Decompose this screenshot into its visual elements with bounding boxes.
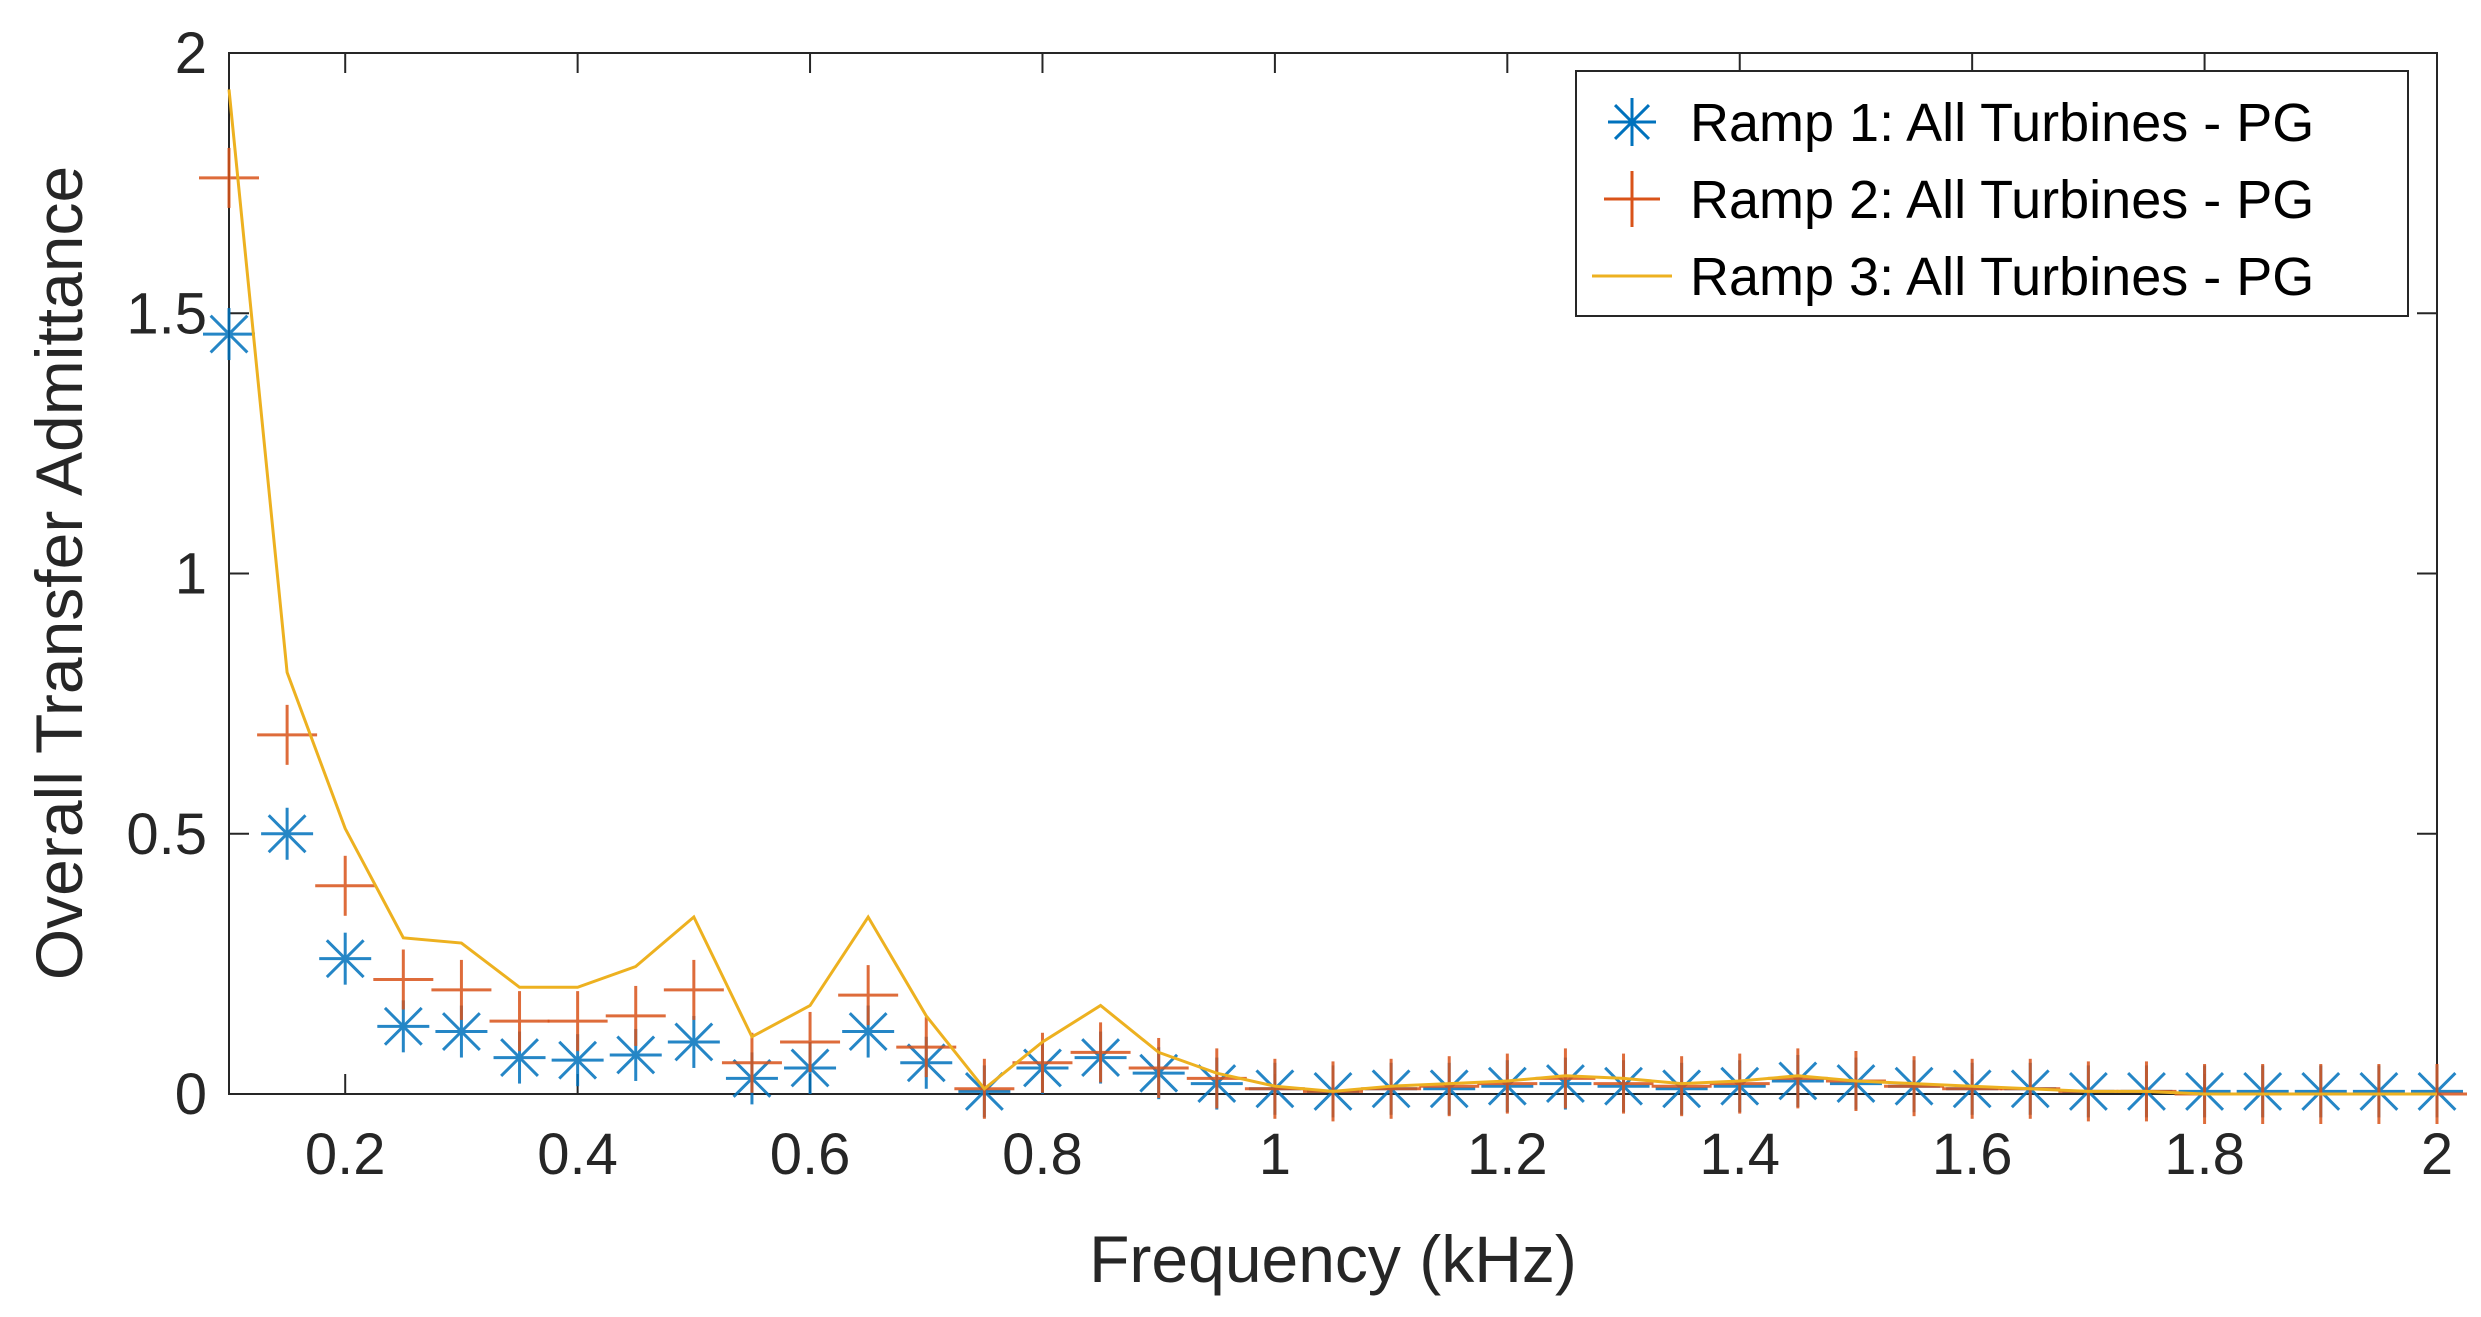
data-point (199, 147, 259, 208)
y-tick-label: 1.5 (126, 281, 207, 346)
legend-entry-3: Ramp 3: All Turbines - PG (1592, 247, 2314, 307)
data-point (493, 1031, 546, 1084)
y-tick-label: 2 (175, 21, 207, 86)
data-point (1477, 1053, 1538, 1114)
data-point (1709, 1053, 1770, 1114)
data-point (319, 932, 372, 985)
data-point (261, 807, 314, 860)
legend-label: Ramp 2: All Turbines - PG (1690, 170, 2314, 230)
data-point (605, 985, 666, 1046)
data-point (838, 965, 899, 1026)
x-tick-label: 1.2 (1467, 1122, 1548, 1187)
x-tick-label: 2 (2421, 1122, 2453, 1187)
x-tick-label: 1.8 (2164, 1122, 2245, 1187)
y-tick-label: 0.5 (126, 802, 207, 867)
data-point (547, 991, 608, 1052)
series-3 (227, 89, 2437, 1096)
data-point (1128, 1037, 1189, 1098)
data-point (373, 949, 434, 1010)
x-tick-label: 0.8 (1002, 1122, 1083, 1187)
data-point (1942, 1058, 2003, 1119)
legend-label: Ramp 3: All Turbines - PG (1690, 247, 2314, 307)
data-point (1884, 1056, 1945, 1117)
data-point (667, 1015, 720, 1068)
data-point (1419, 1056, 1480, 1117)
x-tick-label: 1.6 (1932, 1122, 2013, 1187)
legend-label: Ramp 1: All Turbines - PG (1690, 93, 2314, 153)
data-point (489, 991, 550, 1052)
data-point (1593, 1053, 1654, 1114)
series-2 (199, 147, 2467, 1124)
x-tick-label: 1.4 (1699, 1122, 1780, 1187)
data-point (377, 1000, 430, 1053)
legend-box (1575, 70, 2409, 317)
legend: Ramp 1: All Turbines - PG Ramp 2: All Tur… (1575, 70, 2409, 317)
y-axis: 0 0.5 1 1.5 2 (126, 21, 2437, 1127)
data-point (257, 704, 318, 765)
data-point (1651, 1056, 1712, 1117)
y-tick-label: 1 (175, 542, 207, 607)
data-point (315, 855, 376, 916)
data-point (721, 1032, 782, 1093)
x-tick-label: 0.2 (305, 1122, 386, 1187)
data-point (896, 1017, 957, 1078)
series-layer (199, 89, 2467, 1124)
data-point (780, 1011, 841, 1072)
y-axis-title: Overall Transfer Admittance (22, 166, 96, 980)
y-tick-label: 0 (175, 1062, 207, 1127)
legend-entry-2: Ramp 2: All Turbines - PG (1604, 170, 2314, 230)
x-tick-label: 0.4 (537, 1122, 618, 1187)
data-point (431, 959, 492, 1020)
x-tick-label: 1 (1259, 1122, 1291, 1187)
data-point (663, 959, 724, 1020)
legend-entry-1: Ramp 1: All Turbines - PG (1608, 93, 2314, 153)
x-axis-title: Frequency (kHz) (1089, 1222, 1577, 1296)
data-point (1070, 1022, 1131, 1083)
series-3-line (227, 89, 2437, 1096)
x-axis: 0.2 0.4 0.6 0.8 1 1.2 1.4 1.6 1.8 2 (305, 53, 2453, 1187)
data-point (203, 308, 255, 361)
x-tick-label: 0.6 (770, 1122, 851, 1187)
